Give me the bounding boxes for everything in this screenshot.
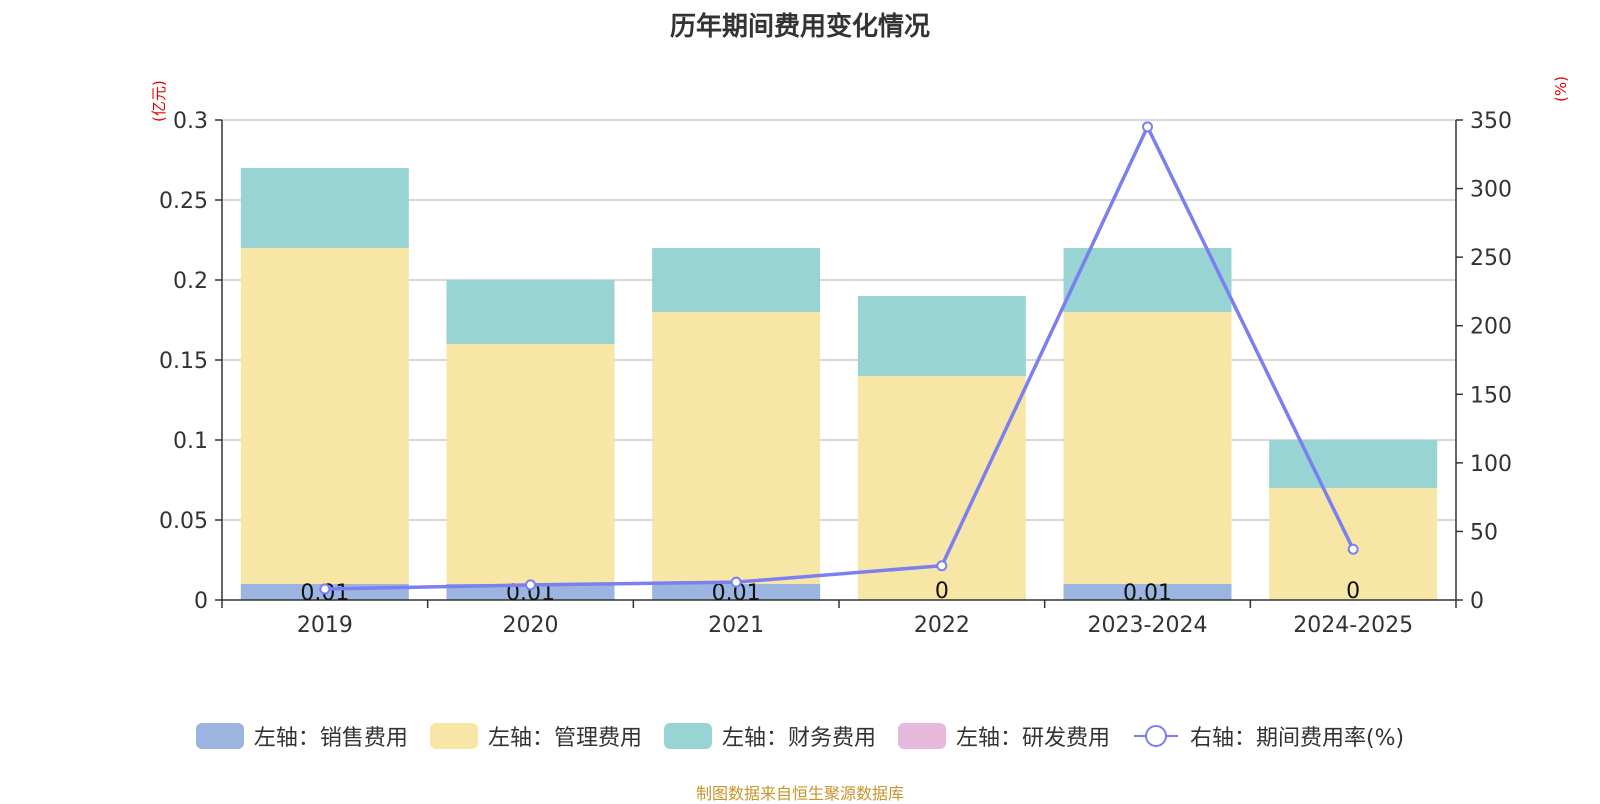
right-axis-tick-label: 300	[1470, 178, 1512, 203]
expense-rate-point	[525, 579, 536, 591]
legend-label-rd: 左轴：研发费用	[955, 726, 1110, 751]
x-axis-tick-label: 2024-2025	[1293, 613, 1413, 638]
data-label: 0	[1346, 579, 1360, 604]
axes-layer: 0 0.05 0.1 0.15 0.2 0.25 0.3 0 50 100 150 200 250 300…	[159, 109, 1512, 638]
legend-line-marker-icon	[1133, 725, 1178, 747]
bar-segment	[240, 248, 409, 584]
legend-item-finance[interactable]: 左轴：财务费用	[663, 720, 876, 752]
left-axis-tick-label: 0.1	[173, 429, 208, 454]
x-axis-tick-label: 2023-2024	[1088, 613, 1208, 638]
right-axis-tick-label: 250	[1470, 246, 1512, 271]
data-label: 0	[935, 579, 949, 604]
legend-item-expense-rate[interactable]: 右轴：期间费用率(%)	[1132, 720, 1404, 752]
bar-segment	[446, 584, 615, 600]
right-axis-tick-label: 350	[1470, 109, 1512, 134]
legend-swatch-admin	[429, 723, 478, 749]
bar-layer	[240, 168, 1438, 600]
bar-segment	[1269, 440, 1438, 488]
legend-item-rd[interactable]: 左轴：研发费用	[897, 720, 1110, 752]
left-axis-tick-label: 0.3	[173, 109, 208, 134]
bar-segment	[652, 312, 821, 584]
bar-segment	[240, 168, 409, 248]
bar-segment	[446, 280, 615, 344]
data-source-note: 制图数据来自恒生聚源数据库	[695, 784, 904, 803]
legend: 左轴：销售费用 左轴：管理费用 左轴：财务费用 左轴：研发费用 右轴：期间费用率…	[0, 720, 1600, 752]
bar-segment	[857, 296, 1026, 376]
grid-lines	[222, 119, 1456, 521]
expense-rate-point	[1347, 543, 1359, 555]
legend-item-sales[interactable]: 左轴：销售费用	[195, 720, 408, 752]
legend-swatch-finance	[663, 723, 712, 749]
right-axis-tick-label: 200	[1470, 315, 1512, 340]
data-label: 0.01	[1123, 581, 1172, 606]
legend-swatch-rd	[897, 723, 946, 749]
bar-segment	[652, 584, 821, 600]
expense-rate-point	[936, 560, 948, 572]
line-layer	[319, 121, 1359, 595]
legend-item-admin[interactable]: 左轴：管理费用	[429, 720, 642, 752]
x-axis-tick-label: 2020	[503, 613, 559, 638]
chart-title: 历年期间费用变化情况	[669, 12, 930, 42]
legend-label-sales: 左轴：销售费用	[253, 726, 408, 751]
expense-rate-point	[319, 583, 331, 595]
chart-canvas: 0 0.05 0.1 0.15 0.2 0.25 0.3 0 50 100 150 200 250 300…	[159, 109, 1512, 638]
left-axis-tick-label: 0.05	[159, 509, 208, 534]
bar-segment	[1063, 248, 1232, 312]
left-axis-tick-label: 0.15	[159, 349, 208, 374]
expense-rate-point	[1142, 121, 1153, 133]
bar-segment	[652, 248, 821, 312]
bar-segment	[446, 344, 615, 584]
x-axis-tick-label: 2021	[708, 613, 764, 638]
left-axis-tick-label: 0	[194, 589, 208, 614]
bar-segment	[1063, 312, 1232, 584]
left-axis-tick-label: 0.2	[173, 269, 208, 294]
x-axis-tick-label: 2022	[914, 613, 970, 638]
legend-label-admin: 左轴：管理费用	[487, 726, 642, 751]
bar-segment	[1063, 584, 1232, 600]
legend-swatch-sales	[195, 723, 244, 749]
legend-label-expense-rate: 右轴：期间费用率(%)	[1189, 726, 1405, 751]
expense-rate-point	[730, 576, 742, 588]
x-axis-tick-label: 2019	[297, 613, 353, 638]
right-axis-tick-label: 150	[1470, 383, 1512, 408]
right-axis-tick-label: 100	[1470, 452, 1512, 477]
expense-rate-line	[324, 122, 1355, 591]
legend-label-finance: 左轴：财务费用	[721, 726, 876, 751]
left-axis-tick-label: 0.25	[159, 189, 208, 214]
right-axis-tick-label: 50	[1470, 520, 1498, 545]
right-axis-tick-label: 0	[1470, 589, 1484, 614]
